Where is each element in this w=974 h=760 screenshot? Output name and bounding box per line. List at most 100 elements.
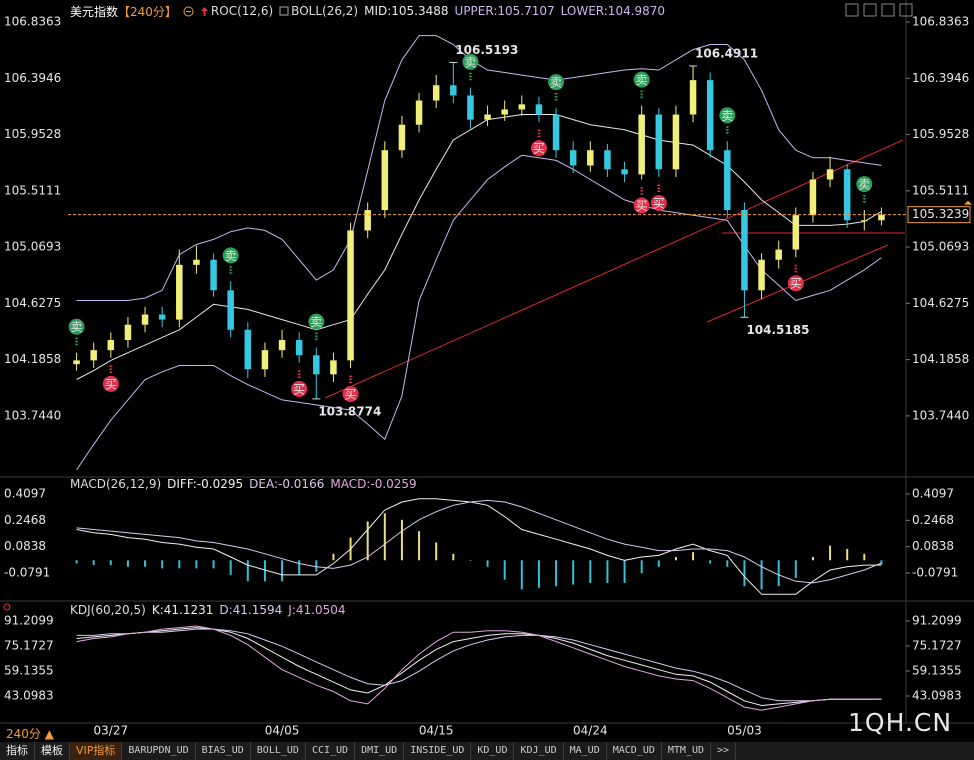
macd-bar bbox=[811, 557, 814, 561]
toolbar-tab[interactable]: KD_UD bbox=[471, 742, 515, 760]
boll-line bbox=[76, 114, 882, 380]
legend-entry: K:41.1231 bbox=[151, 603, 214, 617]
macd-bar bbox=[383, 513, 386, 561]
legend-entry: DEA:-0.0166 bbox=[249, 477, 325, 491]
button[interactable] bbox=[881, 3, 895, 17]
high-annotation: 106.4911 bbox=[695, 46, 758, 60]
candle-body bbox=[792, 215, 800, 250]
signal-label: 买 bbox=[293, 382, 305, 396]
signal-marker bbox=[291, 380, 308, 397]
box-icon bbox=[279, 6, 289, 16]
macd-bar bbox=[469, 560, 472, 561]
signal-arrow bbox=[793, 264, 798, 267]
macd-bar bbox=[366, 521, 369, 561]
signal-arrow bbox=[314, 335, 319, 338]
toolbar-tab[interactable]: BOLL_UD bbox=[251, 742, 306, 760]
toolbar-tab[interactable]: BIAS_UD bbox=[196, 742, 251, 760]
toolbar-tab[interactable]: VIP指标 bbox=[70, 742, 123, 760]
toolbar-tab[interactable]: MACD_UD bbox=[607, 742, 662, 760]
signal-arrow bbox=[228, 269, 233, 272]
signal-arrow bbox=[862, 195, 867, 198]
signal-marker bbox=[787, 275, 804, 292]
signal-label: 卖 bbox=[464, 55, 476, 69]
candle-body bbox=[244, 329, 252, 370]
signal-arrow bbox=[725, 126, 730, 129]
legend-entry: MID:105.3488 bbox=[364, 4, 449, 18]
signal-arrow bbox=[297, 369, 302, 372]
x-tick-label: 04/05 bbox=[265, 724, 300, 738]
signal-marker bbox=[222, 247, 239, 264]
signal-label: 卖 bbox=[310, 315, 322, 329]
macd-bar bbox=[760, 560, 763, 590]
macd-header: MACD(26,12,9) DIFF:-0.0295 DEA:-0.0166 MAC… bbox=[70, 476, 417, 492]
toolbar-tab[interactable]: >> bbox=[711, 742, 737, 760]
macd-bar bbox=[126, 560, 129, 567]
y-tick-label: 0.2468 bbox=[912, 513, 954, 527]
macd-bar bbox=[229, 560, 232, 575]
signal-arrow bbox=[74, 337, 79, 340]
macd-bar bbox=[144, 560, 147, 567]
macd-bar bbox=[537, 560, 540, 588]
y-tick-label: 104.6275 bbox=[4, 296, 61, 310]
signal-arrow bbox=[348, 381, 353, 384]
button[interactable] bbox=[845, 3, 859, 17]
signal-label: 买 bbox=[790, 277, 802, 291]
signal-arrow bbox=[793, 267, 798, 270]
indicator-line bbox=[76, 627, 882, 707]
toolbar-tab[interactable]: MA_UD bbox=[564, 742, 607, 760]
candle-body bbox=[313, 355, 320, 375]
legend-entry: LOWER:104.9870 bbox=[560, 4, 666, 18]
signal-arrow bbox=[74, 340, 79, 343]
y-tick-label: 0.4097 bbox=[4, 486, 46, 500]
candle-body bbox=[330, 360, 337, 375]
toolbar-tab[interactable]: 模板 bbox=[35, 742, 70, 760]
candle-body bbox=[604, 150, 611, 170]
macd-bar bbox=[726, 560, 729, 567]
kdj-header: KDJ(60,20,5) K:41.1231 D:41.1594 J:41.0504 bbox=[70, 602, 346, 618]
signal-marker bbox=[719, 107, 736, 124]
period-button[interactable]: 240分 ▲ bbox=[6, 727, 54, 741]
candle-body bbox=[706, 80, 714, 151]
macd-bar bbox=[281, 560, 284, 582]
signal-marker bbox=[633, 71, 650, 88]
macd-bar bbox=[332, 553, 335, 561]
zoom-icon[interactable] bbox=[183, 6, 194, 17]
candle-body bbox=[398, 124, 406, 151]
candle-body bbox=[347, 230, 354, 361]
toolbar-tab[interactable]: KDJ_UD bbox=[514, 742, 564, 760]
x-tick-label: 05/03 bbox=[727, 724, 762, 738]
signal-arrow bbox=[656, 189, 661, 192]
candle-body bbox=[689, 80, 697, 115]
candle-body bbox=[450, 85, 457, 96]
candle-body bbox=[484, 114, 491, 120]
period[interactable]: 【240分】 bbox=[118, 4, 177, 19]
main-header: 美元指数 【240分】 ROC(12,6) BOLL(26,2) MID:105… bbox=[70, 3, 665, 19]
candle-body bbox=[552, 114, 560, 151]
toolbar-tab[interactable]: INSIDE_UD bbox=[404, 742, 472, 760]
candle-body bbox=[193, 259, 200, 265]
toolbar-tab[interactable]: 指标 bbox=[0, 742, 35, 760]
toolbar-tab[interactable]: DMI_UD bbox=[355, 742, 405, 760]
candle-body bbox=[569, 150, 577, 166]
candle-body bbox=[124, 324, 132, 340]
macd-bar bbox=[674, 557, 677, 561]
window-buttons bbox=[845, 3, 913, 17]
legend-entry: DIFF:-0.0295 bbox=[167, 477, 244, 491]
candle-body bbox=[261, 350, 269, 370]
candle-body bbox=[621, 169, 628, 175]
y-tick-label: 0.0838 bbox=[912, 539, 954, 553]
toolbar-tab[interactable]: BARUPDN_UD bbox=[122, 742, 196, 760]
signal-arrow bbox=[228, 272, 233, 275]
toolbar-tab[interactable]: MTM_UD bbox=[662, 742, 711, 760]
y-tick-label: 91.2099 bbox=[4, 613, 54, 627]
y-tick-label: 105.9528 bbox=[912, 127, 969, 141]
candle-body bbox=[227, 290, 234, 330]
toolbar-tab[interactable]: CCI_UD bbox=[306, 742, 356, 760]
candle-body bbox=[758, 259, 765, 291]
button[interactable] bbox=[899, 3, 913, 17]
signal-arrow bbox=[108, 364, 113, 367]
button[interactable] bbox=[863, 3, 877, 17]
watermark: 1QH.CN bbox=[848, 708, 953, 737]
y-tick-label: 91.2099 bbox=[912, 613, 962, 627]
